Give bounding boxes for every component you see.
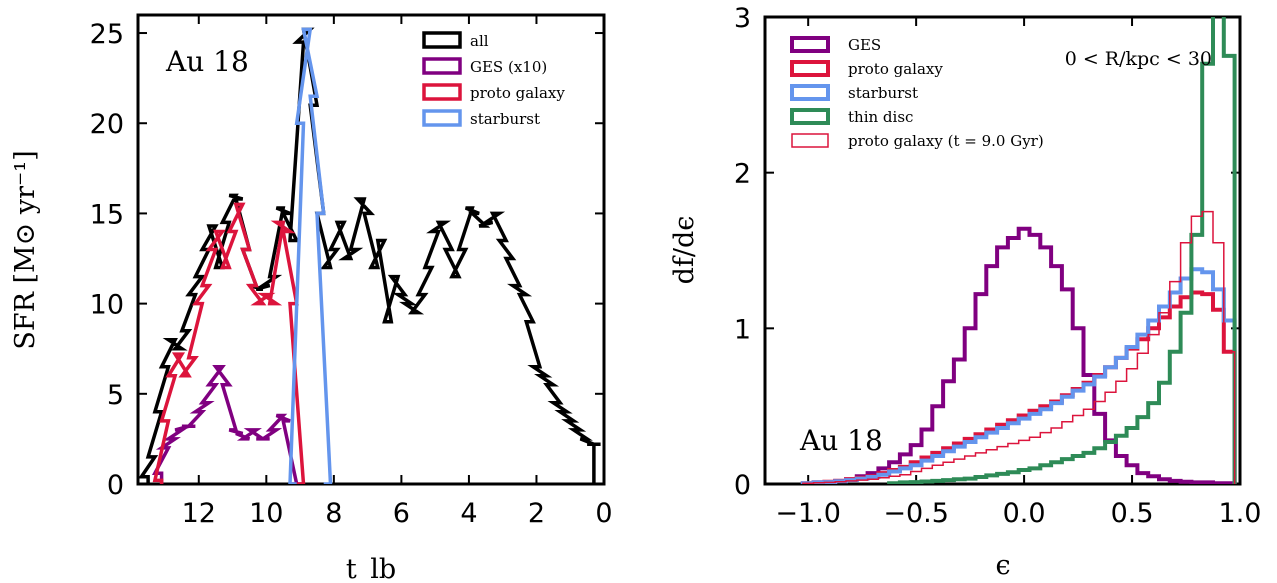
series-starburst [800,267,1237,484]
sfr-annotation: Au 18 [165,45,249,78]
y-tick-label: 1 [734,314,751,345]
legend-label: starburst [848,84,918,102]
x-tick-label: −1.0 [775,498,841,529]
sfr-series [138,27,601,484]
legend-label: thin disc [848,108,913,126]
y-tick-label: 3 [734,3,751,34]
y-tick-label: 25 [90,19,124,50]
x-tick-label: 0.5 [1111,498,1154,529]
dist-legend: GES proto galaxy starburst thin disc proto g… [790,36,1044,150]
y-tick-label: 20 [90,109,124,140]
series-thin-disc [887,17,1237,484]
series-proto-galaxy [152,202,306,484]
y-tick-label: 2 [734,159,751,190]
dist-region-label: 0 < R/kpc < 30 [1065,48,1212,70]
series-all [138,27,601,484]
dist-plot-frame [763,15,1242,486]
x-tick-label: 4 [460,498,477,529]
x-tick-label: 0 [595,498,612,529]
sfr-legend: all GES (x10) proto galaxy starburst [422,31,565,128]
legend-swatch [790,84,830,101]
x-tick-label: 0.0 [1003,498,1046,529]
x-tick-label: 6 [393,498,410,529]
series-ges-x10 [151,365,304,484]
legend-swatch [791,133,829,148]
x-tick-label: 10 [249,498,283,529]
y-tick-label: 15 [90,199,124,230]
legend-swatch [790,108,830,125]
dist-y-axis-label: df/dϵ [669,216,700,285]
legend-label: GES [848,36,881,54]
x-tick-label: 8 [325,498,342,529]
legend-label: proto galaxy [470,84,565,102]
y-tick-label: 0 [734,470,751,501]
legend-swatch [422,31,462,49]
y-tick-label: 10 [90,290,124,321]
y-tick-label: 0 [107,470,124,501]
distribution-panel: −1.0 −0.5 0.0 0.5 1.0 0 1 2 3 Au 18 0 < R/kpc < … [669,3,1262,581]
x-tick-label: 1.0 [1219,498,1262,529]
legend-label: GES (x10) [470,58,547,76]
legend-swatch [422,109,462,127]
y-tick-label: 5 [107,380,124,411]
x-tick-label: 2 [528,498,545,529]
dist-annotation: Au 18 [799,424,883,457]
x-tick-label: 12 [182,498,216,529]
x-tick-label: −0.5 [883,498,949,529]
dist-series [800,17,1237,484]
legend-swatch [790,60,830,77]
series-proto-galaxy-t-9-0-gyr [802,210,1236,484]
legend-swatch [790,36,830,53]
dist-ticks: −1.0 −0.5 0.0 0.5 1.0 0 1 2 3 [734,3,1262,529]
legend-swatch [422,83,462,101]
legend-label: starburst [470,110,540,128]
legend-swatch [422,57,462,75]
sfr-x-axis-label: t_lb [346,554,396,583]
dist-x-axis-label: ϵ [995,550,1010,581]
series-ges [802,226,1237,484]
series-starburst [288,27,333,484]
legend-label: all [470,32,489,50]
sfr-y-axis-label: SFR [M⊙ yr⁻¹] [10,150,41,349]
legend-label: proto galaxy (t = 9.0 Gyr) [848,132,1044,150]
sfr-plot-frame [136,13,606,486]
legend-label: proto galaxy [848,60,943,78]
